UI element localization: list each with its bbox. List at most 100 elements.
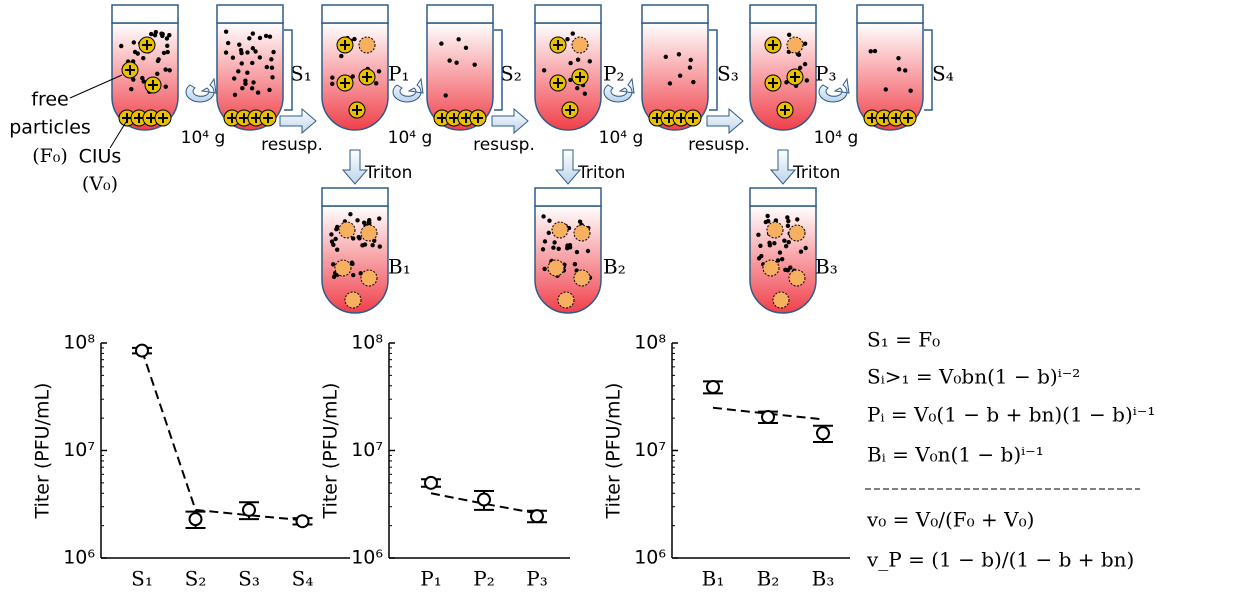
particle bbox=[149, 32, 153, 36]
x-tick-label: B₃ bbox=[812, 567, 835, 591]
particle bbox=[377, 216, 381, 220]
particle bbox=[805, 78, 809, 82]
spin-label: 10⁴ g bbox=[599, 128, 644, 148]
particle bbox=[332, 275, 336, 279]
x-tick-label: B₁ bbox=[702, 567, 725, 591]
cell bbox=[359, 37, 375, 53]
y-axis-label: Titer (PFU/mL) bbox=[603, 383, 625, 520]
y-tick-label: 10⁶ bbox=[351, 547, 383, 569]
particle bbox=[224, 29, 228, 33]
cell bbox=[789, 225, 805, 241]
particle bbox=[541, 247, 545, 251]
particle bbox=[245, 50, 249, 54]
y-tick-label: 10⁶ bbox=[63, 547, 95, 569]
particle bbox=[556, 247, 560, 251]
particle bbox=[668, 81, 672, 85]
particle bbox=[348, 212, 352, 216]
particle bbox=[264, 34, 268, 38]
particle bbox=[378, 244, 382, 248]
data-point bbox=[297, 515, 309, 527]
particle bbox=[224, 50, 228, 54]
particle bbox=[541, 214, 545, 218]
particle bbox=[165, 36, 169, 40]
particle bbox=[119, 44, 123, 48]
particle bbox=[784, 244, 788, 248]
tube-label: S₄ bbox=[932, 62, 954, 86]
particle bbox=[132, 40, 136, 44]
particle bbox=[232, 76, 236, 80]
particle bbox=[226, 41, 230, 45]
equation: v₀ = V₀/(F₀ + V₀) bbox=[866, 508, 1034, 532]
particle bbox=[355, 218, 359, 222]
particle bbox=[367, 220, 371, 224]
particle bbox=[782, 239, 786, 243]
x-tick-label: P₁ bbox=[420, 567, 441, 591]
particle bbox=[250, 86, 254, 90]
particle bbox=[271, 50, 275, 54]
particle bbox=[270, 75, 274, 79]
particle bbox=[778, 250, 782, 254]
particle bbox=[542, 267, 546, 271]
particle bbox=[884, 87, 888, 91]
cell bbox=[767, 222, 783, 238]
tube-label: S₂ bbox=[500, 62, 522, 86]
cell bbox=[574, 270, 590, 286]
particle bbox=[335, 247, 339, 251]
particle bbox=[129, 87, 133, 91]
y-tick-label: 10⁷ bbox=[63, 439, 95, 461]
tube-label: S₃ bbox=[717, 62, 739, 86]
particle bbox=[903, 68, 907, 72]
particle bbox=[374, 81, 378, 85]
cell bbox=[763, 260, 779, 276]
data-point bbox=[817, 427, 829, 439]
particle bbox=[352, 37, 356, 41]
particle bbox=[897, 67, 901, 71]
particle bbox=[689, 58, 693, 62]
particle bbox=[167, 68, 171, 72]
particle bbox=[896, 56, 900, 60]
data-point bbox=[531, 510, 543, 522]
particle bbox=[370, 243, 374, 247]
particle bbox=[803, 62, 807, 66]
particle bbox=[869, 49, 873, 53]
particle bbox=[270, 66, 274, 70]
particle bbox=[351, 273, 355, 277]
particle bbox=[664, 55, 668, 59]
data-point bbox=[136, 345, 148, 357]
cius-label: CIUs bbox=[79, 146, 122, 168]
particle bbox=[583, 92, 587, 96]
particle bbox=[456, 37, 460, 41]
y-tick-label: 10⁸ bbox=[63, 332, 95, 354]
pointer bbox=[110, 122, 126, 148]
particle bbox=[231, 55, 235, 59]
particle bbox=[543, 239, 547, 243]
resusp-label: resusp. bbox=[261, 135, 323, 155]
spin-label: 10⁴ g bbox=[388, 128, 433, 148]
triton-label: Triton bbox=[792, 163, 840, 183]
particle bbox=[160, 32, 164, 36]
particle bbox=[236, 69, 240, 73]
particle bbox=[472, 62, 476, 66]
data-point bbox=[707, 381, 719, 393]
equation: v_P = (1 − b)/(1 − b + bn) bbox=[866, 548, 1134, 572]
cell bbox=[789, 270, 805, 286]
tube-cap bbox=[535, 188, 601, 206]
particle bbox=[360, 243, 364, 247]
particle bbox=[568, 243, 572, 247]
x-tick-label: S₄ bbox=[292, 567, 314, 591]
particle bbox=[908, 89, 912, 93]
particle bbox=[772, 241, 776, 245]
fit-line bbox=[142, 351, 303, 521]
particle bbox=[447, 58, 451, 62]
particle bbox=[691, 80, 695, 84]
particle bbox=[330, 82, 334, 86]
free-particles-label: particles bbox=[9, 117, 91, 139]
particle bbox=[268, 34, 272, 38]
resusp-arrow bbox=[707, 109, 743, 133]
equation: Pᵢ = V₀(1 − b + bn)(1 − b)ⁱ⁻¹ bbox=[867, 403, 1155, 427]
particle bbox=[552, 240, 556, 244]
particle bbox=[688, 65, 692, 69]
cell bbox=[558, 292, 574, 308]
particle bbox=[677, 52, 681, 56]
particle bbox=[155, 72, 159, 76]
